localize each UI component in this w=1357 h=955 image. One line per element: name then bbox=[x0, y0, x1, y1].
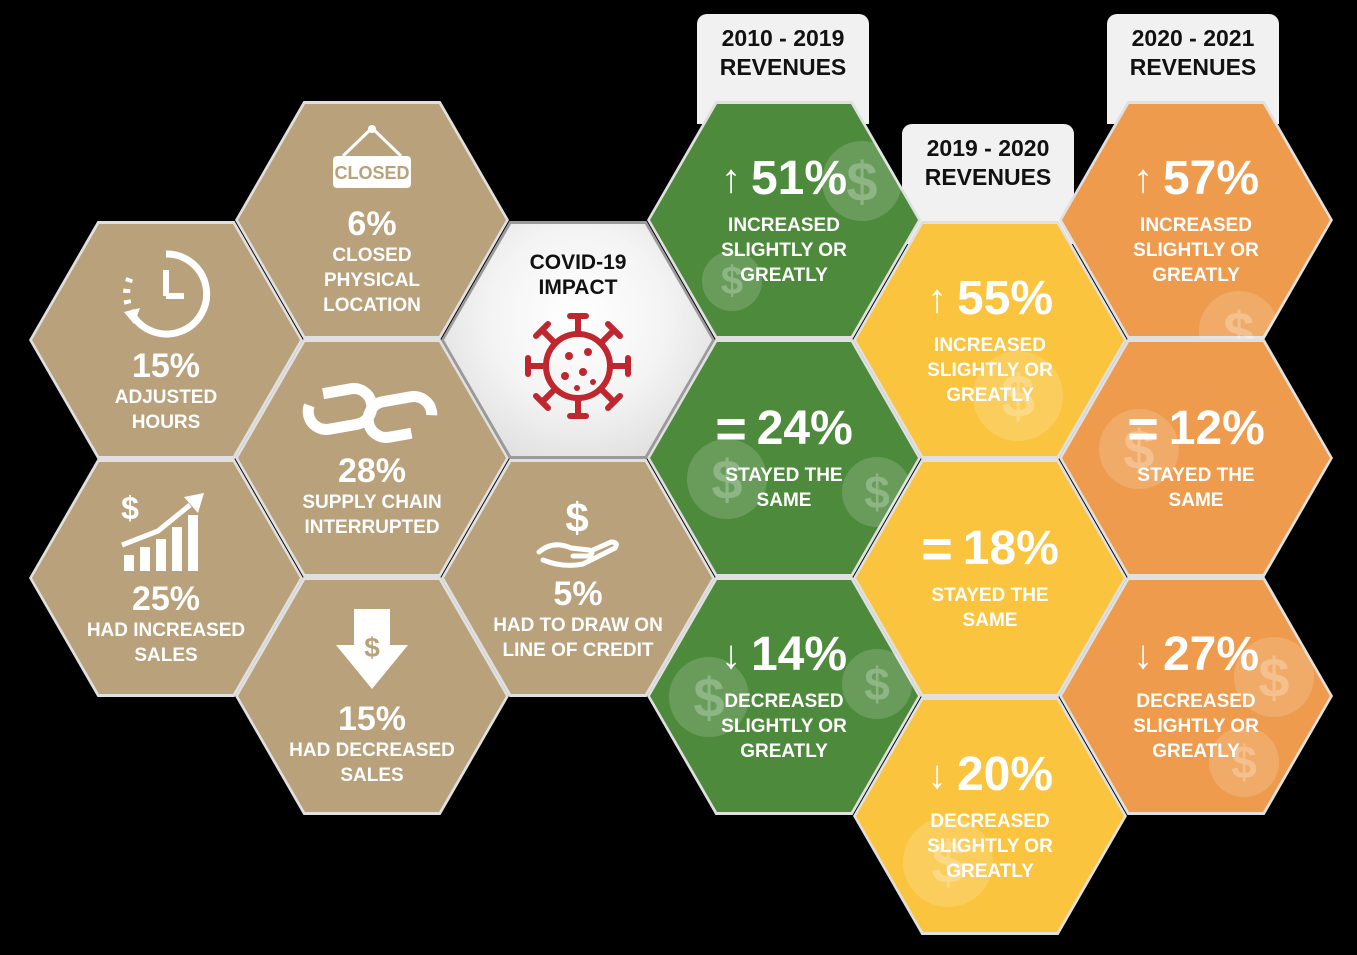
dollar-coin-icon: $ bbox=[903, 817, 993, 907]
revenue-label: STAYED THE SAME bbox=[725, 465, 843, 511]
revenue-percent: 55% bbox=[956, 271, 1054, 325]
revenue-2019-same-hex: = 18% STAYED THE SAME bbox=[853, 459, 1127, 697]
equals-icon: = bbox=[715, 399, 747, 459]
clock-icon bbox=[118, 246, 214, 347]
impact-label: CLOSED PHYSICAL LOCATION bbox=[323, 245, 421, 316]
revenue-2010-increased-hex: $ $ ↑ 51% INCREASED SLIGHTLY OR GREATLY bbox=[647, 101, 921, 339]
revenue-percent: 27% bbox=[1162, 627, 1260, 681]
closed-sign-text: CLOSED bbox=[334, 163, 409, 183]
sales-up-icon: $ bbox=[118, 489, 214, 580]
dollar-coin-icon: $ bbox=[687, 439, 767, 519]
impact-percent: 25% bbox=[131, 579, 201, 618]
equals-icon: = bbox=[1127, 399, 1159, 459]
impact-percent: 15% bbox=[337, 699, 407, 738]
revenue-percent: 18% bbox=[962, 522, 1059, 575]
arrow-down-icon: ↓ bbox=[926, 752, 947, 797]
revenue-label: DECREASED SLIGHTLY OR GREATLY bbox=[927, 810, 1053, 882]
hand-dollar-icon: $ bbox=[533, 494, 623, 575]
impact-percent: 5% bbox=[553, 574, 603, 613]
revenue-label: INCREASED SLIGHTLY OR GREATLY bbox=[1133, 214, 1259, 286]
arrow-down-icon: ↓ bbox=[1132, 632, 1153, 677]
dollar-coin-icon: $ bbox=[1099, 409, 1179, 489]
equals-icon: = bbox=[921, 519, 953, 579]
dollar-coin-icon: $ bbox=[973, 351, 1063, 441]
revenue-2010-same-hex: $ $ = 24% STAYED THE SAME bbox=[647, 339, 921, 577]
revenue-percent: 20% bbox=[956, 747, 1054, 801]
virus-icon bbox=[513, 306, 643, 431]
dollar-coin-icon: $ bbox=[702, 251, 762, 311]
svg-text:$: $ bbox=[364, 632, 380, 663]
center-title: COVID-19 IMPACT bbox=[529, 250, 627, 299]
impact-label: SUPPLY CHAIN INTERRUPTED bbox=[302, 491, 442, 538]
revenue-percent: 57% bbox=[1162, 151, 1260, 205]
arrow-up-icon: ↑ bbox=[720, 156, 741, 201]
closed-sign-icon: CLOSED bbox=[329, 124, 415, 205]
arrow-up-icon: ↑ bbox=[926, 276, 947, 321]
header-2020-2021-text: 2020 - 2021 REVENUES bbox=[1129, 25, 1257, 80]
revenue-2010-decreased-hex: $ $ ↓ 14% DECREASED SLIGHTLY OR GREATLY bbox=[647, 577, 921, 815]
revenue-percent: 51% bbox=[750, 151, 848, 205]
impact-label: ADJUSTED HOURS bbox=[114, 386, 218, 433]
revenue-label: INCREASED SLIGHTLY OR GREATLY bbox=[927, 334, 1053, 406]
impact-decreased-sales-hex: $ 15% HAD DECREASED SALES bbox=[235, 577, 509, 815]
revenue-label: STAYED THE SAME bbox=[1137, 465, 1255, 511]
dollar-coin-icon: $ bbox=[669, 657, 749, 737]
revenue-percent: 12% bbox=[1168, 402, 1265, 455]
header-2019-2020-text: 2019 - 2020 REVENUES bbox=[924, 135, 1052, 190]
impact-label: HAD TO DRAW ON LINE OF CREDIT bbox=[493, 614, 663, 661]
arrow-down-icon: ↓ bbox=[720, 632, 741, 677]
impact-label: HAD INCREASED SALES bbox=[86, 619, 246, 666]
impact-percent: 15% bbox=[131, 346, 201, 385]
revenue-label: DECREASED SLIGHTLY OR GREATLY bbox=[721, 690, 847, 762]
revenue-label: DECREASED SLIGHTLY OR GREATLY bbox=[1133, 690, 1259, 762]
revenue-label: INCREASED SLIGHTLY OR GREATLY bbox=[721, 214, 847, 286]
svg-text:$: $ bbox=[121, 490, 139, 526]
dollar-coin-icon: $ bbox=[842, 649, 912, 719]
impact-percent: 6% bbox=[347, 205, 397, 243]
impact-percent: 28% bbox=[337, 451, 407, 490]
revenue-percent: 14% bbox=[750, 627, 848, 681]
svg-text:$: $ bbox=[565, 494, 588, 541]
arrow-up-icon: ↑ bbox=[1132, 156, 1153, 201]
broken-chain-icon bbox=[302, 377, 442, 452]
revenue-percent: 24% bbox=[756, 402, 853, 455]
dollar-coin-icon: $ bbox=[1209, 727, 1279, 797]
revenue-label: STAYED THE SAME bbox=[931, 585, 1049, 631]
impact-label: HAD DECREASED SALES bbox=[289, 739, 455, 786]
revenue-2019-increased-hex: $ ↑ 55% INCREASED SLIGHTLY OR GREATLY bbox=[853, 221, 1127, 459]
header-2010-2019-text: 2010 - 2019 REVENUES bbox=[719, 25, 847, 80]
dollar-coin-icon: $ bbox=[1234, 637, 1314, 717]
sales-down-icon: $ bbox=[332, 605, 412, 700]
